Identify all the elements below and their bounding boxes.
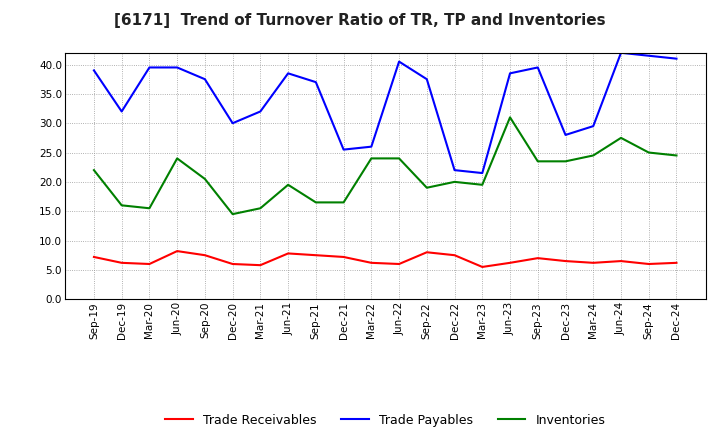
Trade Payables — [367, 144, 376, 149]
Trade Receivables — [367, 260, 376, 265]
Inventories — [228, 212, 237, 217]
Inventories — [423, 185, 431, 191]
Trade Receivables — [395, 261, 403, 267]
Inventories — [284, 182, 292, 187]
Trade Receivables — [89, 254, 98, 260]
Inventories — [312, 200, 320, 205]
Trade Payables — [450, 168, 459, 173]
Trade Payables — [284, 71, 292, 76]
Trade Receivables — [450, 253, 459, 258]
Trade Receivables — [201, 253, 210, 258]
Trade Receivables — [284, 251, 292, 256]
Inventories — [505, 115, 514, 120]
Trade Receivables — [561, 258, 570, 264]
Trade Payables — [423, 77, 431, 82]
Line: Trade Receivables: Trade Receivables — [94, 251, 677, 267]
Inventories — [256, 205, 265, 211]
Trade Receivables — [534, 256, 542, 261]
Trade Payables — [312, 80, 320, 85]
Trade Payables — [201, 77, 210, 82]
Trade Payables — [339, 147, 348, 152]
Text: [6171]  Trend of Turnover Ratio of TR, TP and Inventories: [6171] Trend of Turnover Ratio of TR, TP… — [114, 13, 606, 28]
Inventories — [201, 176, 210, 182]
Trade Payables — [256, 109, 265, 114]
Trade Receivables — [173, 249, 181, 254]
Trade Payables — [561, 132, 570, 138]
Trade Payables — [616, 50, 625, 55]
Trade Receivables — [644, 261, 653, 267]
Trade Payables — [173, 65, 181, 70]
Trade Payables — [672, 56, 681, 61]
Trade Payables — [395, 59, 403, 64]
Trade Payables — [117, 109, 126, 114]
Trade Receivables — [589, 260, 598, 265]
Trade Receivables — [339, 254, 348, 260]
Trade Payables — [89, 68, 98, 73]
Inventories — [616, 135, 625, 140]
Trade Receivables — [505, 260, 514, 265]
Trade Receivables — [145, 261, 154, 267]
Inventories — [450, 179, 459, 184]
Inventories — [561, 159, 570, 164]
Inventories — [589, 153, 598, 158]
Trade Payables — [478, 170, 487, 176]
Inventories — [478, 182, 487, 187]
Inventories — [145, 205, 154, 211]
Trade Receivables — [312, 253, 320, 258]
Trade Receivables — [256, 263, 265, 268]
Trade Payables — [228, 121, 237, 126]
Inventories — [672, 153, 681, 158]
Trade Payables — [505, 71, 514, 76]
Legend: Trade Receivables, Trade Payables, Inventories: Trade Receivables, Trade Payables, Inven… — [161, 409, 610, 432]
Inventories — [89, 168, 98, 173]
Trade Payables — [644, 53, 653, 59]
Trade Payables — [145, 65, 154, 70]
Inventories — [534, 159, 542, 164]
Trade Payables — [589, 124, 598, 129]
Inventories — [117, 203, 126, 208]
Inventories — [367, 156, 376, 161]
Trade Receivables — [478, 264, 487, 270]
Inventories — [644, 150, 653, 155]
Inventories — [339, 200, 348, 205]
Inventories — [395, 156, 403, 161]
Trade Receivables — [423, 249, 431, 255]
Trade Receivables — [228, 261, 237, 267]
Inventories — [173, 156, 181, 161]
Line: Inventories: Inventories — [94, 117, 677, 214]
Line: Trade Payables: Trade Payables — [94, 53, 677, 173]
Trade Payables — [534, 65, 542, 70]
Trade Receivables — [672, 260, 681, 265]
Trade Receivables — [117, 260, 126, 265]
Trade Receivables — [616, 258, 625, 264]
